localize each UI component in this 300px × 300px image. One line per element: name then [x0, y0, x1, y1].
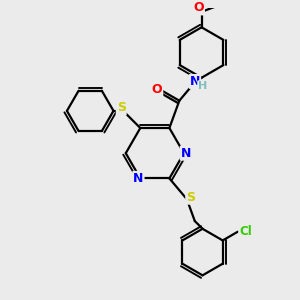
Text: N: N [133, 172, 144, 185]
Text: Cl: Cl [239, 225, 252, 238]
Text: N: N [190, 75, 200, 88]
Text: O: O [194, 2, 204, 14]
Text: O: O [152, 82, 162, 96]
Text: S: S [117, 101, 126, 115]
Text: N: N [181, 147, 191, 160]
Text: H: H [198, 81, 207, 91]
Text: S: S [186, 191, 195, 204]
